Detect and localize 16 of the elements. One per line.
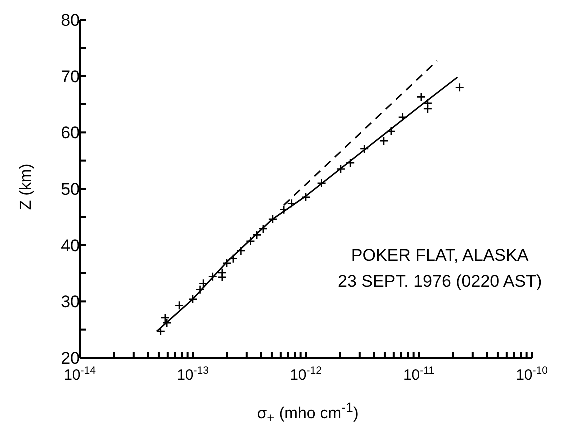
y-tick-label: 60	[61, 124, 80, 143]
x-tick-label: 10$^{-13}$	[177, 365, 210, 384]
annotation: POKER FLAT, ALASKA	[350, 245, 530, 267]
x-tick-label: 10$^{-12}$	[290, 365, 322, 384]
annotation: 23 SEPT. 1976 (0220 AST)	[338, 271, 542, 293]
x-axis-title: σ$_{+}$ (mho cm$^{-1}$)	[256, 400, 360, 426]
y-tick-label: 70	[61, 67, 80, 86]
y-axis-title: Z (km)	[18, 162, 36, 212]
y-tick-label: 80	[61, 11, 80, 30]
y-tick-label: 50	[61, 180, 80, 199]
y-tick-label: 20	[61, 349, 80, 368]
x-tick-label: 10$^{-14}$	[64, 365, 96, 384]
y-tick-label: 40	[61, 236, 80, 256]
y-tick-label: 30	[61, 292, 80, 312]
x-tick-label: 10$^{-10}$	[516, 365, 548, 384]
x-tick-label: 10$^{-11}$	[403, 365, 435, 384]
